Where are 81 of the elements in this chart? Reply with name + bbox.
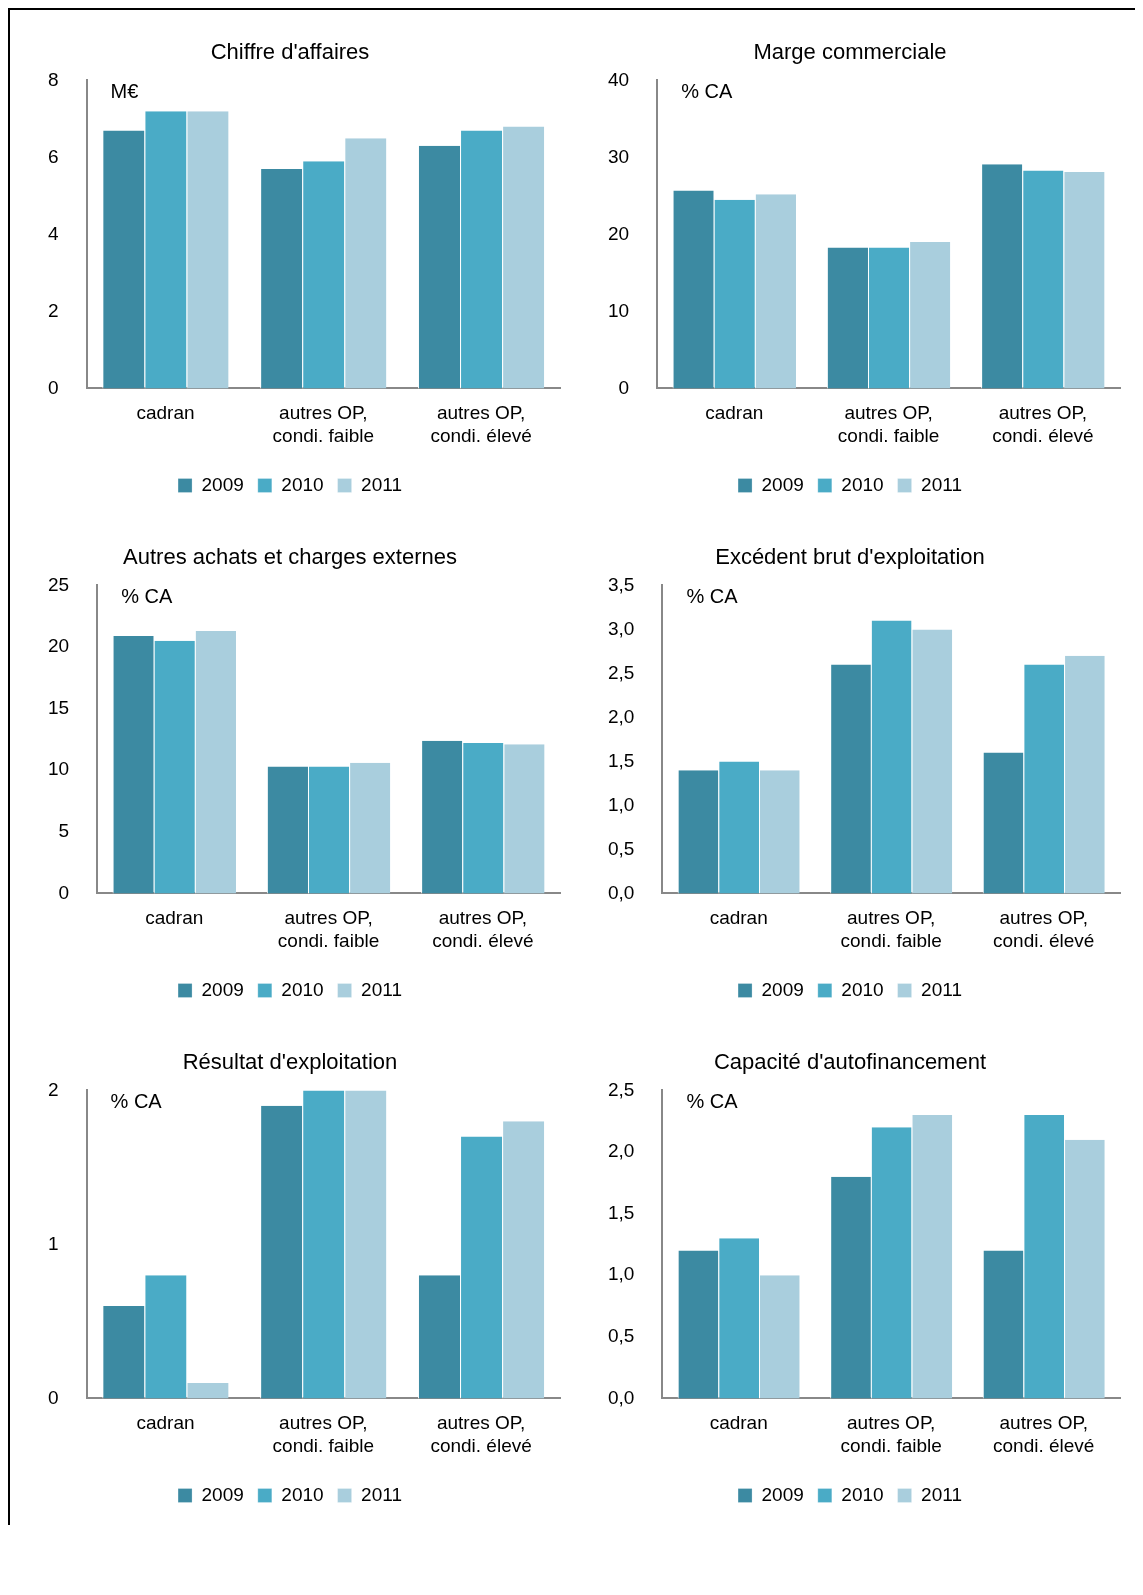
y-tick-label: 1,5 — [607, 1201, 635, 1223]
y-tick-label: 4 — [47, 222, 59, 244]
legend-label: 2011 — [361, 978, 402, 1000]
legend-label: 2010 — [281, 978, 324, 1000]
x-tick-label: autres OP, condi. élevé — [430, 402, 532, 446]
chart-title: Autres achats et charges externes — [123, 544, 457, 570]
y-tick-label: 3,0 — [607, 617, 635, 639]
y-tick-label: 0 — [58, 881, 70, 903]
x-tick-label: autres OP, condi. élevé — [993, 1412, 1095, 1456]
y-tick-label: 15 — [47, 696, 70, 718]
x-tick-label: autres OP, condi. faible — [840, 907, 942, 951]
legend-label: 2009 — [201, 1483, 244, 1505]
y-tick-label: 8 — [47, 68, 59, 90]
x-tick-label: cadran — [709, 1412, 768, 1434]
y-tick-label: 2,0 — [607, 1140, 635, 1162]
y-tick-label: 3,5 — [607, 573, 635, 595]
y-tick-label: 1,0 — [607, 1263, 635, 1285]
x-tick-label: autres OP, condi. faible — [272, 1412, 374, 1456]
legend-label: 2010 — [841, 473, 884, 495]
y-tick-label: 0 — [47, 376, 59, 398]
y-tick-label: 0 — [47, 1386, 59, 1408]
y-tick-label: 0,0 — [607, 881, 635, 903]
legend-label: 2011 — [921, 1483, 962, 1505]
legend-label: 2010 — [841, 1483, 884, 1505]
y-tick-label: 30 — [607, 145, 630, 167]
y-tick-label: 20 — [47, 635, 70, 657]
chart-title: Capacité d'autofinancement — [713, 1049, 987, 1075]
legend-label: 2011 — [921, 473, 962, 495]
legend-label: 2009 — [761, 473, 804, 495]
y-tick-label: 0,5 — [607, 837, 635, 859]
y-tick-label: 40 — [607, 68, 630, 90]
chart-title: Marge commerciale — [753, 39, 947, 65]
y-axis-title: % CA — [110, 1089, 163, 1112]
x-tick-label: autres OP, condi. élevé — [432, 907, 534, 951]
x-tick-label: autres OP, condi. faible — [837, 402, 940, 446]
legend-label: 2011 — [361, 1483, 402, 1505]
x-tick-label: autres OP, condi. élevé — [993, 907, 1095, 951]
y-axis-title: M€ — [110, 79, 139, 102]
y-tick-label: 2,0 — [607, 705, 635, 727]
y-tick-label: 10 — [47, 758, 70, 780]
legend-label: 2009 — [201, 473, 244, 495]
y-tick-label: 2,5 — [607, 661, 635, 683]
x-tick-label: cadran — [136, 1412, 195, 1434]
y-tick-label: 25 — [47, 573, 70, 595]
legend-label: 2009 — [761, 978, 804, 1000]
legend-label: 2011 — [921, 978, 962, 1000]
x-tick-label: cadran — [136, 402, 195, 424]
y-tick-label: 6 — [47, 145, 59, 167]
x-tick-label: cadran — [145, 907, 204, 929]
chart-title: Chiffre d'affaires — [210, 39, 370, 65]
x-tick-label: autres OP, condi. faible — [272, 402, 374, 446]
y-axis-title: % CA — [686, 584, 739, 607]
y-tick-label: 0,0 — [607, 1386, 635, 1408]
y-tick-label: 0,5 — [607, 1325, 635, 1347]
y-tick-label: 2,5 — [607, 1078, 635, 1100]
y-axis-title: % CA — [686, 1089, 739, 1112]
x-tick-label: autres OP, condi. faible — [277, 907, 380, 951]
legend-label: 2009 — [761, 1483, 804, 1505]
legend-label: 2010 — [281, 1483, 324, 1505]
x-tick-label: autres OP, condi. élevé — [430, 1412, 532, 1456]
y-tick-label: 5 — [58, 820, 70, 842]
y-axis-title: % CA — [121, 584, 173, 607]
y-tick-label: 2 — [47, 1078, 59, 1100]
x-tick-label: autres OP, condi. élevé — [992, 402, 1094, 446]
y-tick-label: 2 — [47, 299, 59, 321]
legend-label: 2011 — [361, 473, 402, 495]
y-axis-title: % CA — [681, 79, 733, 102]
x-tick-label: cadran — [709, 907, 768, 929]
legend-label: 2010 — [281, 473, 324, 495]
x-tick-label: cadran — [705, 402, 764, 424]
chart-title: Excédent brut d'exploitation — [715, 544, 985, 570]
y-tick-label: 10 — [607, 299, 630, 321]
y-tick-label: 20 — [607, 222, 630, 244]
y-tick-label: 1,0 — [607, 793, 635, 815]
chart-title: Résultat d'exploitation — [182, 1049, 398, 1075]
x-tick-label: autres OP, condi. faible — [840, 1412, 942, 1456]
y-tick-label: 1 — [47, 1232, 59, 1254]
y-tick-label: 1,5 — [607, 749, 635, 771]
legend-label: 2009 — [201, 978, 244, 1000]
y-tick-label: 0 — [618, 376, 630, 398]
legend-label: 2010 — [841, 978, 884, 1000]
